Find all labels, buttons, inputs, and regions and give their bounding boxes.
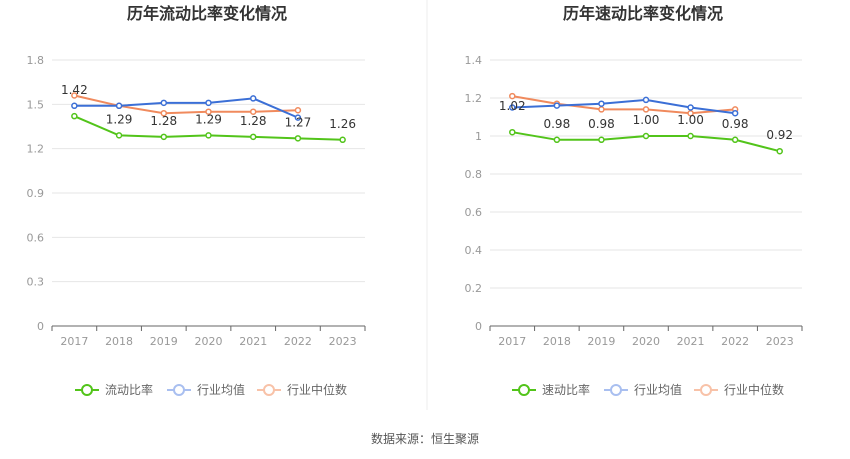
x-tick-label-1-2020: 2020: [195, 335, 223, 348]
y-tick-label-1-2: 0.6: [27, 231, 45, 244]
chart-title-2: 历年速动比率变化情况: [563, 4, 723, 23]
y-tick-label-2-3: 0.6: [465, 206, 483, 219]
data-label-1-2020: 1.29: [195, 112, 222, 126]
y-tick-label-1-0: 0: [37, 320, 44, 333]
legend-label-2-industry_avg[interactable]: 行业均值: [634, 382, 682, 397]
data-label-1-2023: 1.26: [329, 117, 356, 131]
data-point-1-industry_avg-2021: [249, 95, 257, 102]
data-point-1-industry_median-2021: [249, 108, 257, 115]
series-line-1-industry_median: [74, 94, 298, 115]
x-tick-label-1-2023: 2023: [329, 335, 357, 348]
data-point-2-industry_median-2019: [598, 106, 605, 113]
data-point-2-industry_median-2017: [509, 92, 516, 100]
x-tick-label-2-2017: 2017: [498, 335, 526, 348]
y-tick-label-2-4: 0.8: [465, 168, 483, 181]
data-point-1-industry_median-2022: [294, 106, 302, 114]
x-tick-label-2-2020: 2020: [632, 335, 660, 348]
y-tick-label-1-1: 0.3: [27, 276, 45, 289]
data-label-2-2019: 0.98: [588, 117, 615, 131]
series-line-2-industry_median: [512, 95, 736, 115]
data-label-2-2023: 0.92: [766, 128, 793, 142]
data-point-2-main-2019: [598, 136, 605, 144]
x-tick-label-1-2019: 2019: [150, 335, 178, 348]
y-tick-label-2-1: 0.2: [465, 282, 483, 295]
data-point-1-industry_avg-2018: [115, 102, 123, 110]
y-tick-label-2-5: 1: [475, 130, 482, 143]
data-label-2-2017: 1.02: [499, 99, 526, 113]
y-tick-label-2-6: 1.2: [465, 92, 483, 105]
x-tick-label-2-2022: 2022: [721, 335, 749, 348]
legend-marker-1-industry_median[interactable]: [263, 384, 275, 396]
data-point-2-industry_avg-2017: [509, 104, 516, 111]
series-line-2-industry_avg: [512, 98, 736, 115]
data-label-2-2022: 0.98: [722, 117, 749, 131]
legend-label-2-industry_median[interactable]: 行业中位数: [724, 382, 784, 397]
data-point-1-main-2017: [71, 112, 78, 120]
x-tick-label-1-2017: 2017: [60, 335, 88, 348]
x-tick-label-1-2021: 2021: [239, 335, 267, 348]
data-point-2-main-2018: [553, 136, 561, 144]
x-tick-label-1-2018: 2018: [105, 335, 133, 348]
data-point-2-industry_avg-2021: [687, 104, 694, 111]
data-label-1-2021: 1.28: [240, 114, 267, 128]
data-point-2-main-2023: [776, 147, 783, 155]
legend-marker-2-main[interactable]: [518, 384, 530, 396]
y-tick-label-1-3: 0.9: [27, 187, 45, 200]
data-point-1-industry_avg-2020: [205, 99, 212, 107]
data-source-note: 数据来源：恒生聚源: [370, 432, 479, 446]
data-point-2-industry_median-2020: [642, 106, 650, 113]
y-tick-label-2-0: 0: [475, 320, 482, 333]
x-tick-label-1-2022: 2022: [284, 335, 312, 348]
data-point-2-main-2020: [642, 132, 650, 140]
series-line-1-industry_avg: [74, 97, 299, 119]
data-point-2-industry_avg-2019: [598, 100, 605, 107]
legend-marker-2-industry_median[interactable]: [700, 384, 712, 396]
data-point-2-main-2022: [731, 136, 739, 144]
data-point-2-main-2021: [687, 132, 694, 140]
legend-marker-1-industry_avg[interactable]: [173, 384, 185, 396]
data-label-2-2020: 1.00: [633, 113, 660, 127]
data-label-1-2017: 1.42: [61, 83, 88, 97]
data-point-1-main-2022: [294, 135, 302, 142]
data-point-1-main-2023: [339, 136, 346, 144]
data-point-2-main-2017: [509, 128, 516, 136]
y-tick-label-2-2: 0.4: [465, 244, 483, 257]
legend-marker-1-main[interactable]: [81, 384, 93, 396]
data-label-1-2018: 1.29: [106, 112, 133, 126]
y-tick-label-1-5: 1.5: [27, 98, 45, 111]
data-label-2-2018: 0.98: [543, 117, 570, 131]
x-tick-label-2-2019: 2019: [587, 335, 615, 348]
y-tick-label-1-4: 1.2: [27, 143, 45, 156]
chart-title-1: 历年流动比率变化情况: [127, 4, 287, 23]
data-point-1-main-2020: [205, 132, 212, 139]
data-label-2-2021: 1.00: [677, 113, 704, 127]
data-point-2-industry_avg-2018: [553, 102, 561, 109]
x-tick-label-2-2023: 2023: [766, 335, 794, 348]
data-label-1-2022: 1.27: [285, 115, 312, 129]
data-label-1-2019: 1.28: [150, 114, 177, 128]
x-tick-label-2-2018: 2018: [543, 335, 571, 348]
x-tick-label-2-2021: 2021: [677, 335, 705, 348]
legend-label-1-main[interactable]: 流动比率: [105, 382, 153, 397]
data-point-1-industry_avg-2017: [71, 102, 78, 110]
data-point-1-industry_median-2019: [160, 109, 168, 117]
data-point-1-industry_avg-2019: [160, 99, 168, 107]
legend-marker-2-industry_avg[interactable]: [610, 384, 622, 396]
data-point-1-industry_median-2020: [205, 108, 212, 115]
legend-label-1-industry_avg[interactable]: 行业均值: [197, 382, 245, 397]
data-point-1-main-2019: [160, 133, 168, 141]
data-point-1-main-2018: [115, 132, 123, 139]
data-point-1-industry_median-2017: [71, 92, 78, 99]
data-point-2-industry_avg-2022: [731, 109, 739, 117]
y-tick-label-2-7: 1.4: [465, 54, 483, 67]
y-tick-label-1-6: 1.8: [27, 54, 45, 67]
data-point-2-industry_avg-2020: [642, 96, 650, 104]
data-point-1-main-2021: [249, 133, 257, 141]
data-point-1-industry_avg-2022: [294, 114, 302, 121]
legend-label-2-main[interactable]: 速动比率: [542, 382, 590, 397]
legend-label-1-industry_median[interactable]: 行业中位数: [287, 382, 347, 397]
